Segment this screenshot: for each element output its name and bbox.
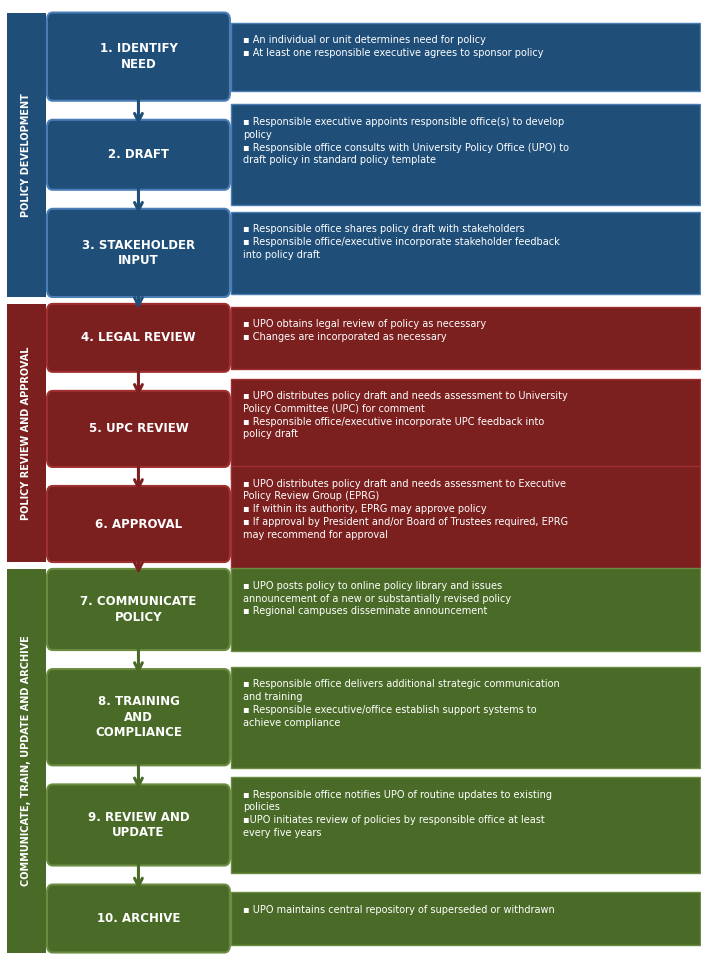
FancyBboxPatch shape [7,569,46,952]
Text: ▪ Responsible office notifies UPO of routine updates to existing
policies
▪UPO i: ▪ Responsible office notifies UPO of rou… [243,790,552,838]
FancyBboxPatch shape [231,22,700,91]
Text: ▪ An individual or unit determines need for policy
▪ At least one responsible ex: ▪ An individual or unit determines need … [243,35,544,58]
Text: ▪ UPO distributes policy draft and needs assessment to Executive
Policy Review G: ▪ UPO distributes policy draft and needs… [243,479,569,540]
Text: ▪ UPO distributes policy draft and needs assessment to University
Policy Committ: ▪ UPO distributes policy draft and needs… [243,391,568,440]
FancyBboxPatch shape [47,120,230,190]
Text: 1. IDENTIFY
NEED: 1. IDENTIFY NEED [100,42,177,71]
Text: 3. STAKEHOLDER
INPUT: 3. STAKEHOLDER INPUT [82,239,195,267]
Text: ▪ UPO maintains central repository of superseded or withdrawn: ▪ UPO maintains central repository of su… [243,905,555,915]
Text: ▪ UPO posts policy to online policy library and issues
announcement of a new or : ▪ UPO posts policy to online policy libr… [243,581,511,616]
Text: 8. TRAINING
AND
COMPLIANCE: 8. TRAINING AND COMPLIANCE [95,695,182,739]
Text: 2. DRAFT: 2. DRAFT [108,148,169,161]
FancyBboxPatch shape [7,304,46,562]
FancyBboxPatch shape [47,486,230,562]
FancyBboxPatch shape [231,378,700,479]
Text: POLICY REVIEW AND APPROVAL: POLICY REVIEW AND APPROVAL [21,347,32,519]
FancyBboxPatch shape [231,893,700,945]
FancyBboxPatch shape [231,105,700,205]
FancyBboxPatch shape [47,209,230,297]
FancyBboxPatch shape [231,568,700,651]
Text: 7. COMMUNICATE
POLICY: 7. COMMUNICATE POLICY [81,595,196,624]
FancyBboxPatch shape [231,778,700,873]
Text: 4. LEGAL REVIEW: 4. LEGAL REVIEW [81,331,196,345]
Text: POLICY DEVELOPMENT: POLICY DEVELOPMENT [21,93,32,217]
FancyBboxPatch shape [231,212,700,294]
Text: COMMUNICATE, TRAIN, UPDATE AND ARCHIVE: COMMUNICATE, TRAIN, UPDATE AND ARCHIVE [21,636,32,886]
Text: 9. REVIEW AND
UPDATE: 9. REVIEW AND UPDATE [88,810,189,839]
Text: 6. APPROVAL: 6. APPROVAL [95,517,182,531]
FancyBboxPatch shape [231,667,700,768]
FancyBboxPatch shape [231,467,700,582]
FancyBboxPatch shape [47,304,230,372]
Text: 5. UPC REVIEW: 5. UPC REVIEW [88,422,189,436]
FancyBboxPatch shape [47,391,230,467]
Text: 10. ARCHIVE: 10. ARCHIVE [97,912,180,925]
Text: ▪ UPO obtains legal review of policy as necessary
▪ Changes are incorporated as : ▪ UPO obtains legal review of policy as … [243,320,486,342]
Text: ▪ Responsible office delivers additional strategic communication
and training
▪ : ▪ Responsible office delivers additional… [243,680,560,728]
Text: ▪ Responsible office shares policy draft with stakeholders
▪ Responsible office/: ▪ Responsible office shares policy draft… [243,225,560,260]
FancyBboxPatch shape [231,307,700,369]
FancyBboxPatch shape [47,784,230,866]
FancyBboxPatch shape [7,12,46,297]
FancyBboxPatch shape [47,12,230,101]
FancyBboxPatch shape [47,884,230,952]
FancyBboxPatch shape [47,569,230,650]
FancyBboxPatch shape [47,669,230,765]
Text: ▪ Responsible executive appoints responsible office(s) to develop
policy
▪ Respo: ▪ Responsible executive appoints respons… [243,117,569,165]
